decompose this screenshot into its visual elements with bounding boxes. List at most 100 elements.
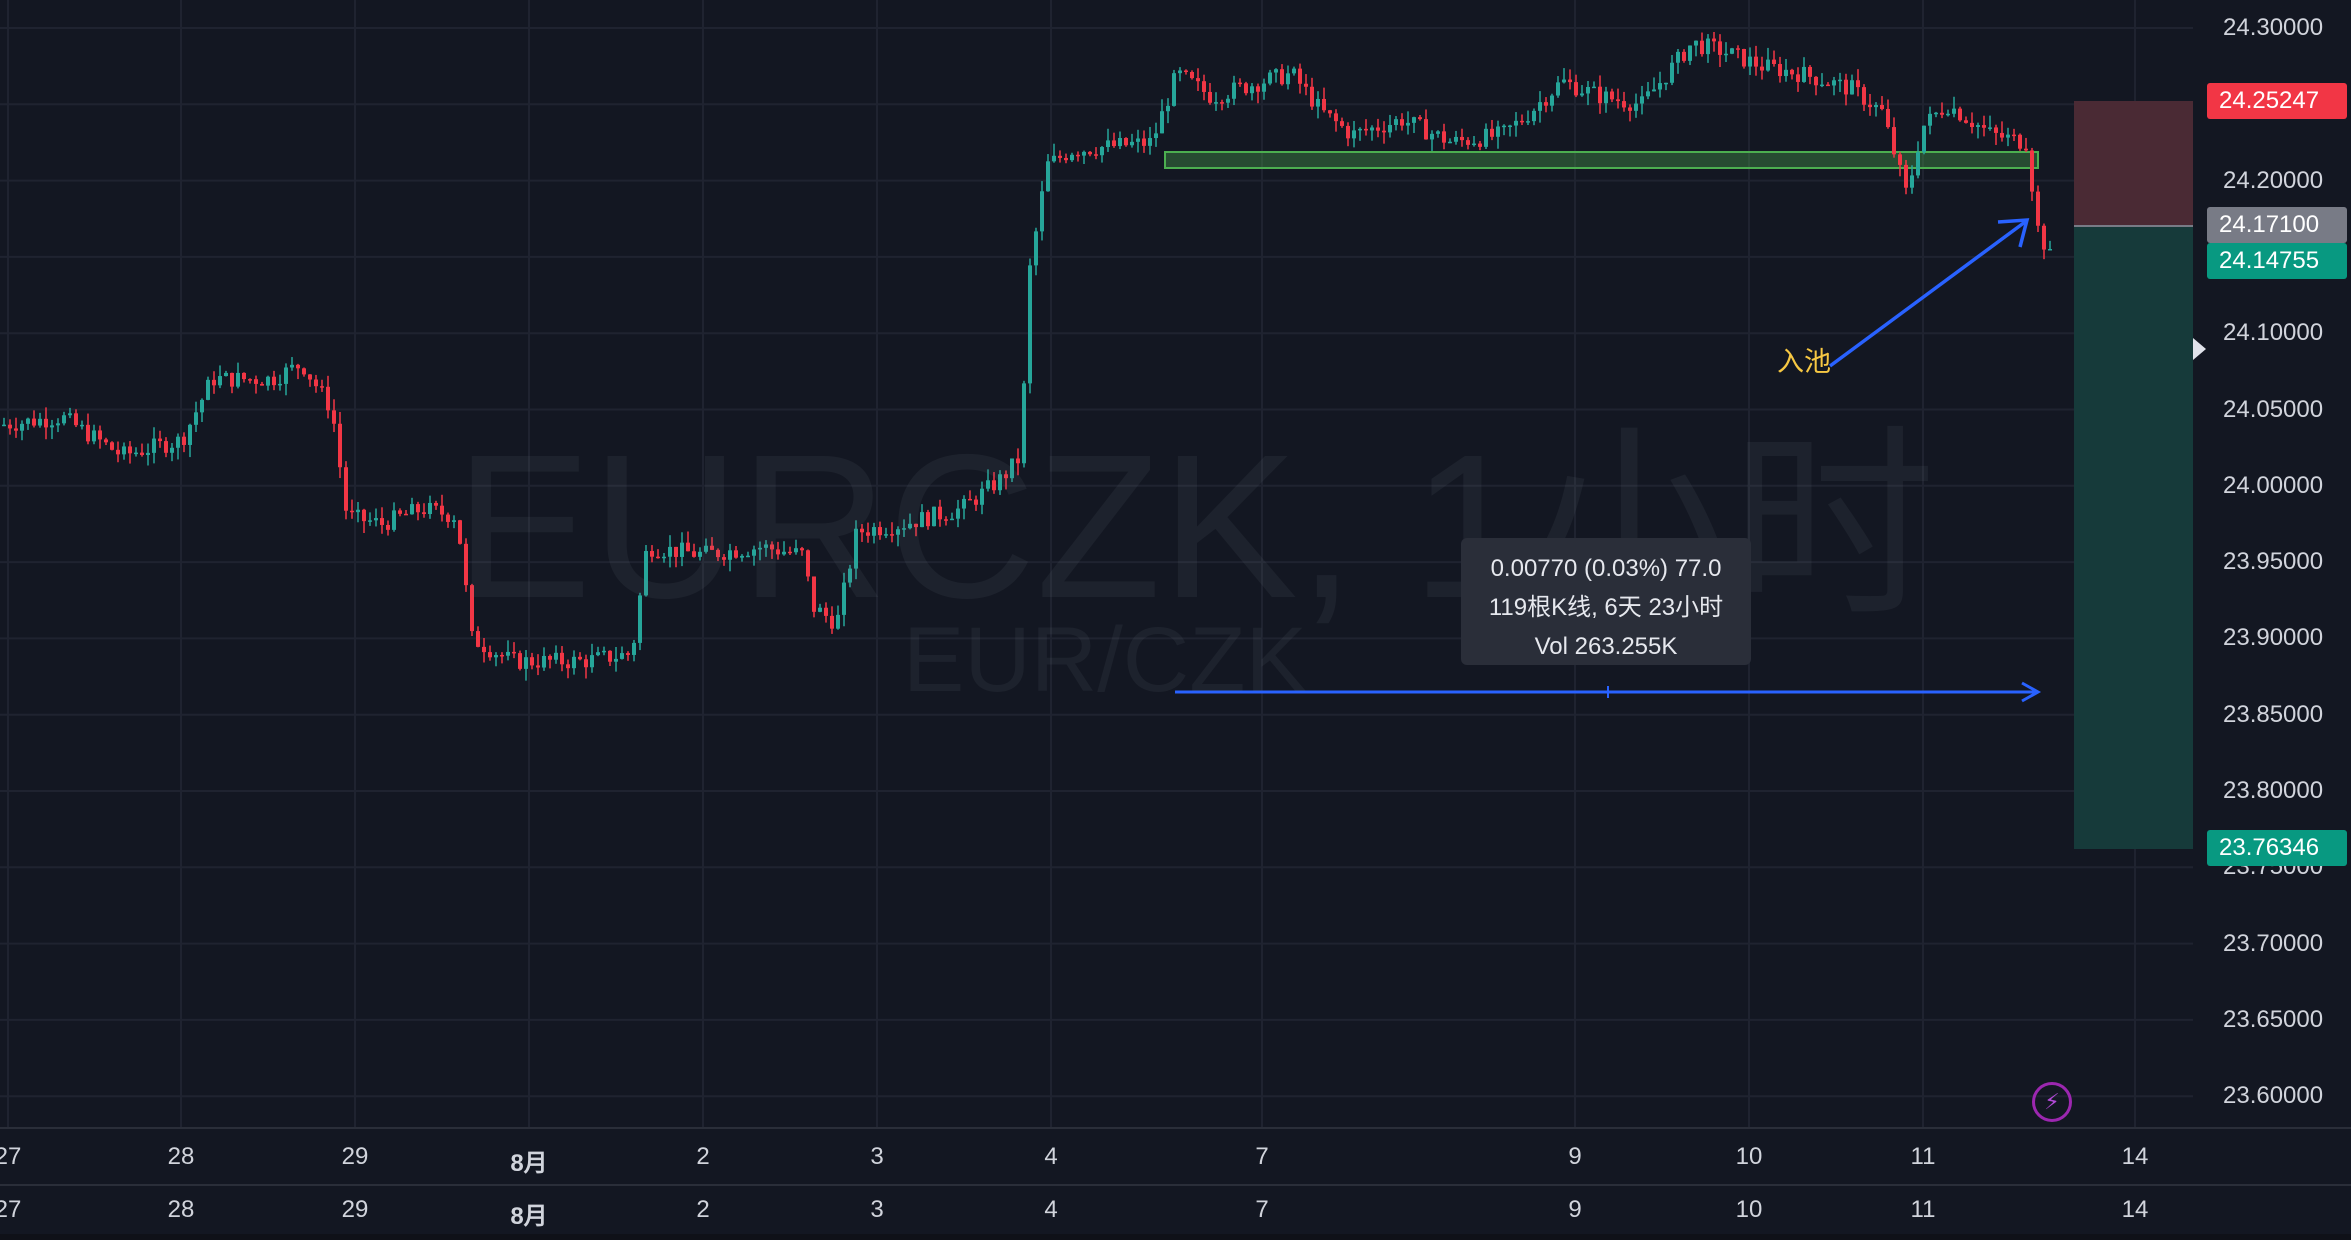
candle-body bbox=[176, 436, 180, 448]
candle-body bbox=[464, 543, 468, 586]
candle-body bbox=[1862, 87, 1866, 105]
take-profit-zone bbox=[2074, 226, 2193, 849]
candle-body bbox=[590, 655, 594, 668]
candle-body bbox=[1370, 127, 1374, 131]
candle-body bbox=[542, 655, 546, 668]
candle-body bbox=[320, 386, 324, 388]
candle-body bbox=[386, 524, 390, 530]
candle-body bbox=[596, 652, 600, 656]
candle-body bbox=[278, 383, 282, 386]
candle-body bbox=[866, 532, 870, 536]
candle-body bbox=[2000, 132, 2004, 138]
candle-body bbox=[1256, 86, 1260, 92]
entry-annotation[interactable]: 入池 bbox=[1777, 347, 1831, 377]
candle-body bbox=[1676, 51, 1680, 63]
candle-body bbox=[710, 545, 714, 550]
candle-body bbox=[938, 506, 942, 520]
candle-body bbox=[1790, 69, 1794, 75]
candle-body bbox=[1688, 45, 1692, 61]
candle-body bbox=[860, 528, 864, 533]
candle-body bbox=[20, 423, 24, 431]
candle-body bbox=[1634, 103, 1638, 111]
candle-body bbox=[950, 518, 954, 521]
candle-body bbox=[1622, 101, 1626, 108]
candle-body bbox=[1700, 40, 1704, 55]
candle-body bbox=[1526, 121, 1530, 123]
date-label: 27 bbox=[0, 1196, 22, 1223]
candle-body bbox=[1124, 137, 1128, 146]
candle-body bbox=[1208, 91, 1212, 103]
candle-body bbox=[1184, 70, 1188, 73]
candle-body bbox=[260, 383, 264, 386]
candle-body bbox=[770, 544, 774, 550]
candle-body bbox=[734, 550, 738, 558]
candle-body bbox=[104, 439, 108, 443]
candle-body bbox=[980, 488, 984, 505]
candle-body bbox=[1868, 104, 1872, 108]
candle-body bbox=[1214, 102, 1218, 104]
candle-body bbox=[1892, 127, 1896, 155]
date-label: 9 bbox=[1568, 1196, 1582, 1223]
price-label: 23.60000 bbox=[2223, 1082, 2324, 1110]
candle-body bbox=[1730, 48, 1734, 54]
candle-body bbox=[1988, 127, 1992, 129]
candle-body bbox=[296, 364, 300, 369]
candle-body bbox=[1364, 128, 1368, 131]
candle-body bbox=[1454, 136, 1458, 142]
drawings bbox=[1175, 218, 2042, 703]
candle-body bbox=[1274, 69, 1278, 73]
candle-body bbox=[914, 523, 918, 528]
candle-body bbox=[1262, 83, 1266, 92]
candle-body bbox=[620, 653, 624, 659]
candle-body bbox=[14, 428, 18, 431]
candle-body bbox=[1148, 138, 1152, 146]
candle-body bbox=[1946, 113, 1950, 116]
candle-body bbox=[740, 555, 744, 558]
candle-body bbox=[500, 654, 504, 657]
candle-body bbox=[116, 449, 120, 455]
candle-body bbox=[920, 512, 924, 528]
candle-body bbox=[1064, 157, 1068, 161]
candle-body bbox=[1568, 79, 1572, 83]
candle-body bbox=[170, 447, 174, 453]
candle-body bbox=[530, 657, 534, 666]
candle-body bbox=[1232, 82, 1236, 99]
candle-body bbox=[1472, 143, 1476, 146]
candle-body bbox=[344, 467, 348, 511]
candle-body bbox=[1010, 458, 1014, 479]
candle-body bbox=[1334, 113, 1338, 122]
watermark-pair: EUR/CZK bbox=[903, 609, 1307, 711]
candle-body bbox=[1142, 138, 1146, 146]
candle-body bbox=[86, 424, 90, 442]
candle-body bbox=[128, 446, 132, 454]
lightning-icon[interactable]: ⚡ bbox=[2032, 1082, 2072, 1122]
candle-body bbox=[1028, 265, 1032, 384]
candle-body bbox=[1430, 133, 1434, 140]
candle-body bbox=[122, 446, 126, 455]
target-price-tag: 23.76346 bbox=[2207, 830, 2347, 866]
candle-body bbox=[254, 379, 258, 384]
candle-body bbox=[392, 510, 396, 530]
candle-body bbox=[1724, 53, 1728, 56]
candle-body bbox=[1376, 127, 1380, 131]
support-zone bbox=[1164, 151, 2039, 169]
candle-body bbox=[1742, 48, 1746, 67]
candle-body bbox=[1166, 105, 1170, 112]
date-label: 14 bbox=[2121, 1143, 2149, 1170]
scale-expand-icon bbox=[2193, 338, 2206, 360]
candle-body bbox=[218, 376, 222, 386]
candle-body bbox=[290, 364, 294, 368]
candle-body bbox=[578, 656, 582, 660]
candle-body bbox=[2, 424, 6, 427]
date-label: 7 bbox=[1255, 1143, 1269, 1170]
candle-body bbox=[1196, 78, 1200, 82]
candle-body bbox=[1304, 83, 1308, 87]
stop-price-tag: 24.25247 bbox=[2207, 83, 2347, 119]
date-label: 7 bbox=[1255, 1196, 1269, 1223]
candle-body bbox=[494, 654, 498, 658]
candle-body bbox=[2006, 134, 2010, 138]
candle-body bbox=[350, 510, 354, 513]
candle-body bbox=[1616, 99, 1620, 102]
candle-body bbox=[1820, 84, 1824, 87]
